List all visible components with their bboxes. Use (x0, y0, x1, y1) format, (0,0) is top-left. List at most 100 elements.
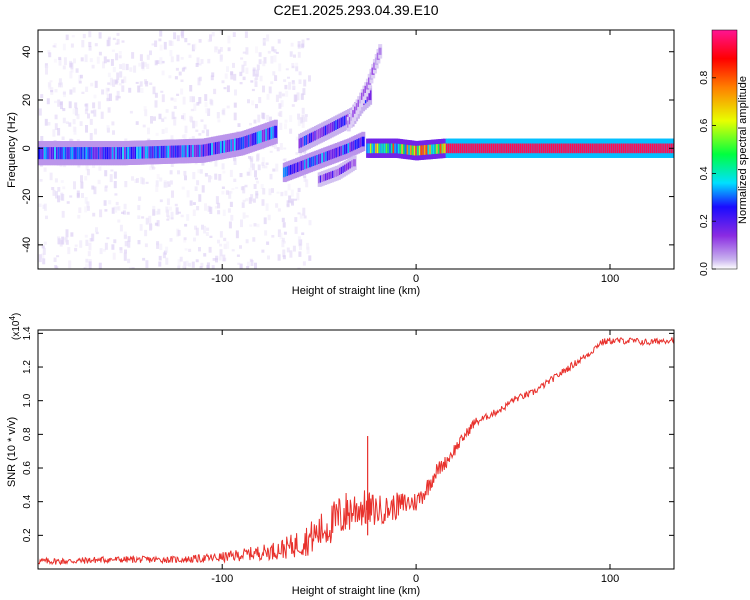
noise-cell (216, 112, 220, 119)
noise-cell (58, 56, 62, 60)
noise-cell (115, 95, 119, 101)
noise-cell (61, 194, 65, 201)
noise-cell (232, 32, 236, 37)
noise-cell (177, 230, 181, 236)
noise-cell (165, 109, 169, 113)
noise-cell (184, 175, 187, 181)
noise-cell (137, 240, 141, 245)
ridge-core (577, 143, 581, 154)
noise-cell (184, 248, 188, 251)
noise-cell (233, 112, 237, 121)
ridge-core (614, 143, 618, 154)
noise-cell (268, 188, 272, 196)
colorbar-tick-label: 0.2 (699, 214, 710, 228)
noise-cell (194, 120, 198, 127)
noise-cell (85, 86, 89, 92)
noise-cell (76, 190, 80, 197)
noise-cell (102, 248, 106, 252)
noise-cell (156, 174, 160, 180)
noise-cell (158, 113, 162, 120)
ridge-core (447, 143, 451, 154)
noise-cell (91, 233, 95, 242)
noise-cell (298, 71, 302, 76)
noise-cell (124, 181, 128, 188)
noise-cell (213, 88, 217, 95)
noise-cell (299, 152, 303, 158)
ridge-core (535, 143, 539, 154)
snr-ytick-label: 0.6 (22, 461, 33, 475)
noise-cell (209, 206, 213, 214)
ridge-core (443, 143, 447, 154)
ridge-core (645, 143, 649, 154)
noise-cell (181, 115, 184, 120)
noise-cell (128, 266, 132, 269)
noise-cell (206, 227, 210, 231)
noise-cell (186, 190, 190, 198)
noise-cell (196, 206, 200, 211)
snr-ytick-label: 1.0 (22, 393, 33, 407)
noise-cell (53, 58, 57, 63)
noise-cell (142, 257, 146, 261)
noise-cell (57, 238, 61, 245)
noise-cell (247, 99, 250, 104)
ridge-core (616, 143, 620, 154)
noise-cell (103, 56, 107, 64)
noise-cell (118, 51, 122, 55)
ridge-core (628, 143, 632, 154)
noise-cell (139, 54, 143, 61)
noise-cell (174, 76, 178, 80)
noise-cell (149, 50, 152, 56)
noise-cell (154, 92, 158, 98)
noise-cell (192, 209, 196, 216)
noise-cell (170, 40, 174, 46)
noise-cell (111, 49, 115, 52)
noise-cell (271, 46, 275, 52)
noise-cell (205, 108, 209, 114)
noise-cell (165, 257, 169, 265)
noise-cell (277, 229, 281, 237)
noise-cell (279, 232, 283, 240)
noise-cell (112, 252, 116, 260)
noise-cell (275, 163, 279, 172)
noise-cell (252, 67, 256, 72)
noise-cell (152, 209, 156, 216)
noise-cell (180, 79, 184, 82)
noise-cell (279, 122, 283, 130)
noise-cell (135, 121, 139, 125)
ridge-core (647, 143, 651, 154)
ridge-core (624, 143, 628, 154)
ridge-core (626, 143, 630, 154)
noise-cell (259, 75, 263, 82)
noise-cell (180, 57, 184, 60)
noise-cell (228, 191, 232, 199)
noise-cell (249, 122, 252, 126)
noise-cell (85, 163, 89, 171)
noise-cell (49, 172, 53, 181)
noise-cell (98, 262, 102, 269)
noise-cell (39, 179, 43, 182)
noise-cell (154, 60, 158, 66)
ridge-core (459, 143, 463, 154)
noise-cell (177, 259, 181, 267)
spectrogram-ytick-label: 20 (21, 94, 33, 106)
noise-cell (221, 186, 225, 189)
noise-cell (61, 236, 65, 245)
spectrogram-ytick-label: -20 (21, 189, 33, 205)
noise-cell (137, 215, 141, 219)
noise-cell (189, 85, 193, 92)
noise-cell (137, 205, 141, 211)
noise-cell (147, 138, 151, 142)
noise-cell (291, 65, 295, 69)
noise-cell (159, 30, 163, 37)
noise-cell (60, 101, 63, 110)
noise-cell (56, 255, 60, 258)
noise-cell (256, 223, 260, 228)
noise-cell (54, 265, 58, 268)
noise-cell (87, 251, 91, 257)
noise-cell (196, 57, 200, 65)
noise-cell (185, 260, 189, 266)
noise-cell (149, 166, 152, 171)
noise-cell (65, 121, 69, 124)
noise-cell (175, 207, 179, 215)
noise-cell (197, 77, 201, 86)
